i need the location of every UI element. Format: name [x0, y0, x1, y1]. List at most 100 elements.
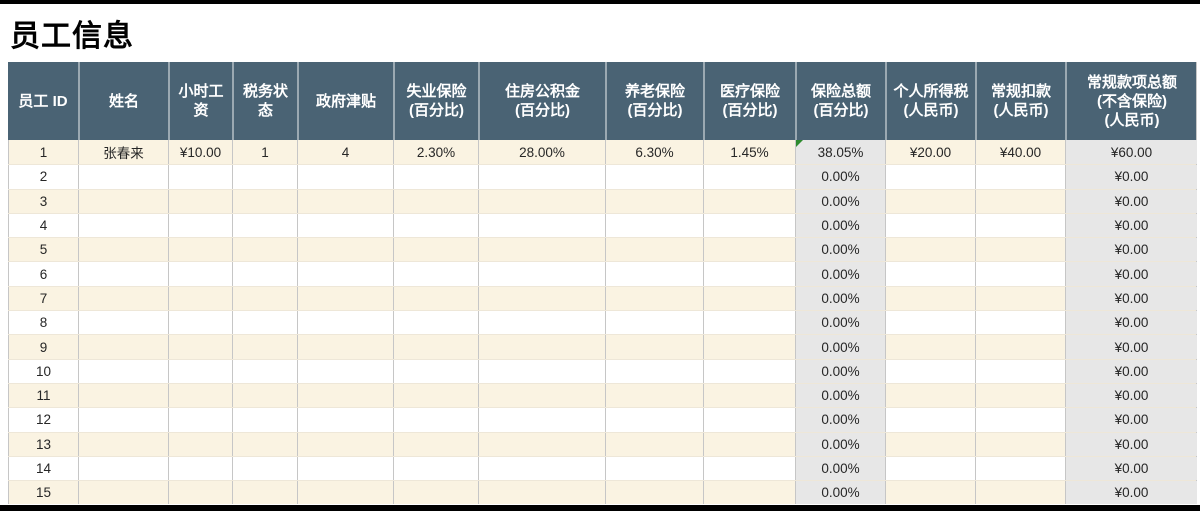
cell-name[interactable]	[78, 286, 168, 311]
cell-pension-insurance[interactable]	[605, 165, 703, 189]
cell-housing-fund[interactable]	[478, 456, 605, 481]
cell-pension-insurance[interactable]	[605, 335, 703, 359]
cell-employee-id[interactable]: 8	[8, 311, 78, 335]
cell-medical-insurance[interactable]: 1.45%	[703, 140, 795, 165]
cell-unemployment-insurance[interactable]	[393, 165, 478, 189]
cell-name[interactable]	[78, 311, 168, 335]
cell-employee-id[interactable]: 4	[8, 213, 78, 238]
cell-name[interactable]	[78, 383, 168, 408]
cell-tax-status[interactable]	[232, 238, 297, 262]
cell-unemployment-insurance[interactable]	[393, 238, 478, 262]
cell-employee-id[interactable]: 2	[8, 165, 78, 189]
cell-regular-deduction[interactable]	[975, 189, 1065, 213]
cell-tax-status[interactable]	[232, 359, 297, 383]
cell-unemployment-insurance[interactable]	[393, 286, 478, 311]
cell-housing-fund[interactable]: 28.00%	[478, 140, 605, 165]
cell-hourly-wage[interactable]	[168, 189, 232, 213]
cell-insurance-total[interactable]: 0.00%	[795, 262, 885, 286]
cell-pension-insurance[interactable]	[605, 481, 703, 505]
cell-housing-fund[interactable]	[478, 238, 605, 262]
cell-personal-income-tax[interactable]	[885, 383, 975, 408]
cell-personal-income-tax[interactable]	[885, 165, 975, 189]
cell-name[interactable]	[78, 262, 168, 286]
cell-unemployment-insurance[interactable]	[393, 359, 478, 383]
cell-medical-insurance[interactable]	[703, 432, 795, 456]
cell-gov-allowance[interactable]	[297, 165, 393, 189]
cell-employee-id[interactable]: 3	[8, 189, 78, 213]
cell-insurance-total[interactable]: 0.00%	[795, 335, 885, 359]
cell-insurance-total[interactable]: 0.00%	[795, 213, 885, 238]
cell-unemployment-insurance[interactable]	[393, 335, 478, 359]
cell-unemployment-insurance[interactable]: 2.30%	[393, 140, 478, 165]
cell-employee-id[interactable]: 14	[8, 456, 78, 481]
cell-regular-total[interactable]: ¥0.00	[1065, 383, 1197, 408]
cell-medical-insurance[interactable]	[703, 383, 795, 408]
cell-gov-allowance[interactable]	[297, 213, 393, 238]
cell-housing-fund[interactable]	[478, 311, 605, 335]
cell-hourly-wage[interactable]	[168, 408, 232, 432]
cell-pension-insurance[interactable]	[605, 213, 703, 238]
cell-gov-allowance[interactable]	[297, 238, 393, 262]
cell-regular-total[interactable]: ¥0.00	[1065, 432, 1197, 456]
cell-name[interactable]	[78, 189, 168, 213]
cell-pension-insurance[interactable]	[605, 238, 703, 262]
cell-personal-income-tax[interactable]	[885, 432, 975, 456]
cell-employee-id[interactable]: 15	[8, 481, 78, 505]
cell-pension-insurance[interactable]: 6.30%	[605, 140, 703, 165]
cell-medical-insurance[interactable]	[703, 359, 795, 383]
cell-unemployment-insurance[interactable]	[393, 408, 478, 432]
cell-regular-deduction[interactable]: ¥40.00	[975, 140, 1065, 165]
cell-regular-deduction[interactable]	[975, 238, 1065, 262]
cell-insurance-total[interactable]: 0.00%	[795, 481, 885, 505]
cell-tax-status[interactable]	[232, 432, 297, 456]
cell-insurance-total[interactable]: 0.00%	[795, 311, 885, 335]
cell-hourly-wage[interactable]	[168, 359, 232, 383]
cell-employee-id[interactable]: 10	[8, 359, 78, 383]
cell-pension-insurance[interactable]	[605, 456, 703, 481]
cell-unemployment-insurance[interactable]	[393, 432, 478, 456]
cell-medical-insurance[interactable]	[703, 456, 795, 481]
cell-name[interactable]	[78, 335, 168, 359]
cell-name[interactable]	[78, 238, 168, 262]
cell-gov-allowance[interactable]	[297, 262, 393, 286]
cell-hourly-wage[interactable]	[168, 165, 232, 189]
cell-insurance-total[interactable]: 0.00%	[795, 286, 885, 311]
cell-regular-deduction[interactable]	[975, 213, 1065, 238]
cell-tax-status[interactable]	[232, 383, 297, 408]
cell-pension-insurance[interactable]	[605, 189, 703, 213]
cell-tax-status[interactable]	[232, 311, 297, 335]
cell-unemployment-insurance[interactable]	[393, 383, 478, 408]
cell-employee-id[interactable]: 9	[8, 335, 78, 359]
cell-gov-allowance[interactable]	[297, 286, 393, 311]
cell-tax-status[interactable]: 1	[232, 140, 297, 165]
cell-hourly-wage[interactable]	[168, 213, 232, 238]
cell-personal-income-tax[interactable]	[885, 189, 975, 213]
cell-pension-insurance[interactable]	[605, 383, 703, 408]
cell-pension-insurance[interactable]	[605, 408, 703, 432]
cell-personal-income-tax[interactable]	[885, 335, 975, 359]
cell-regular-total[interactable]: ¥0.00	[1065, 408, 1197, 432]
cell-regular-total[interactable]: ¥0.00	[1065, 311, 1197, 335]
cell-hourly-wage[interactable]	[168, 383, 232, 408]
cell-gov-allowance[interactable]	[297, 311, 393, 335]
cell-unemployment-insurance[interactable]	[393, 213, 478, 238]
cell-tax-status[interactable]	[232, 408, 297, 432]
cell-personal-income-tax[interactable]	[885, 262, 975, 286]
cell-housing-fund[interactable]	[478, 481, 605, 505]
cell-name[interactable]	[78, 165, 168, 189]
cell-medical-insurance[interactable]	[703, 481, 795, 505]
cell-regular-total[interactable]: ¥0.00	[1065, 262, 1197, 286]
cell-housing-fund[interactable]	[478, 262, 605, 286]
cell-regular-deduction[interactable]	[975, 456, 1065, 481]
cell-tax-status[interactable]	[232, 213, 297, 238]
cell-regular-total[interactable]: ¥0.00	[1065, 165, 1197, 189]
cell-regular-total[interactable]: ¥0.00	[1065, 238, 1197, 262]
cell-personal-income-tax[interactable]	[885, 286, 975, 311]
cell-insurance-total[interactable]: 38.05%	[795, 140, 885, 165]
cell-medical-insurance[interactable]	[703, 238, 795, 262]
cell-medical-insurance[interactable]	[703, 262, 795, 286]
cell-name[interactable]	[78, 481, 168, 505]
cell-personal-income-tax[interactable]	[885, 481, 975, 505]
cell-unemployment-insurance[interactable]	[393, 456, 478, 481]
cell-insurance-total[interactable]: 0.00%	[795, 238, 885, 262]
